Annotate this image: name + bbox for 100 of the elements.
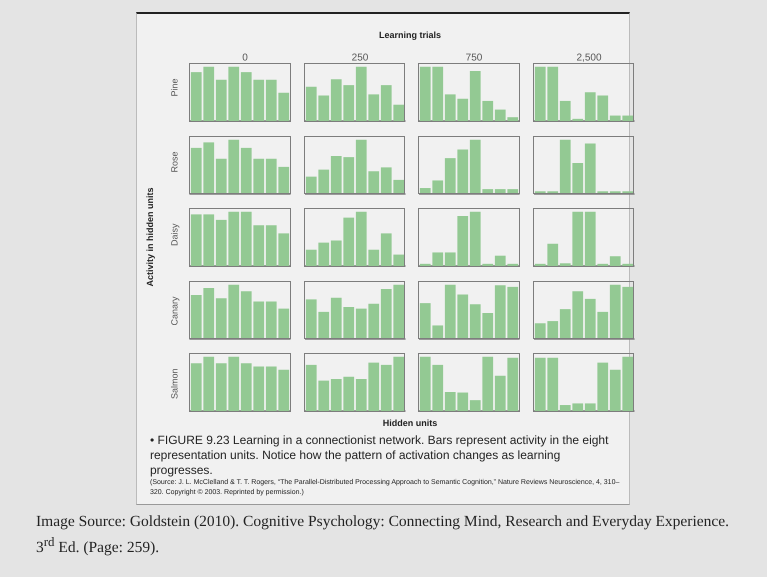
bar — [444, 158, 456, 194]
bar — [278, 92, 290, 121]
y-axis-title: Pine — [170, 78, 180, 97]
bar — [240, 147, 252, 194]
bar — [253, 80, 264, 121]
bar — [330, 378, 342, 411]
bar — [253, 158, 264, 194]
bar — [494, 376, 506, 411]
chart-title: 750 — [466, 52, 483, 64]
bar — [203, 214, 214, 266]
bar — [216, 220, 227, 266]
bar — [392, 179, 404, 194]
bar — [355, 378, 366, 411]
bar — [559, 405, 570, 411]
bar — [318, 169, 329, 194]
bar — [596, 311, 608, 338]
text: Activity in hidden units — [145, 186, 155, 289]
bar — [534, 66, 546, 121]
bar — [572, 403, 583, 411]
bar — [190, 147, 202, 194]
bar — [420, 356, 431, 411]
bar — [253, 225, 264, 266]
bar — [368, 170, 379, 194]
bar — [368, 303, 379, 338]
bar — [584, 92, 596, 121]
bar — [432, 180, 444, 194]
bar — [609, 116, 620, 121]
chart-title: 2,500 — [576, 52, 602, 64]
bar — [392, 284, 404, 338]
bar — [266, 366, 277, 411]
chart-title: 0 — [242, 52, 248, 64]
bar — [596, 362, 608, 411]
bar — [253, 366, 264, 411]
bar — [318, 95, 329, 121]
bar — [380, 364, 392, 411]
bar — [507, 358, 518, 411]
bar — [342, 306, 354, 338]
bar — [546, 320, 558, 338]
bar — [559, 139, 570, 194]
bar — [216, 363, 227, 411]
bar — [534, 358, 546, 411]
text: • FIGURE 9.23 Learning in a connectionist network. Bars represent activity in the eight representation units. Notice how the pattern of activation changes as learning progresses. — [150, 433, 610, 478]
bar — [546, 244, 558, 266]
bar — [240, 212, 252, 266]
y-axis-title: Rose — [170, 150, 180, 172]
bar — [609, 256, 620, 266]
bar — [355, 212, 366, 266]
bar — [318, 242, 329, 266]
bar — [444, 284, 456, 338]
bar — [318, 380, 329, 411]
bar — [228, 66, 240, 121]
text: Learning trials — [378, 30, 442, 40]
text: Hidden units — [382, 418, 438, 428]
bar — [482, 356, 494, 411]
bar — [228, 284, 240, 338]
bar — [392, 254, 404, 266]
bar — [559, 308, 570, 338]
bar — [278, 370, 290, 411]
bar — [240, 363, 252, 411]
bar — [622, 356, 633, 411]
bar — [457, 148, 468, 194]
bar — [470, 212, 481, 266]
bar — [228, 356, 240, 411]
bar — [572, 162, 583, 194]
bar — [278, 166, 290, 194]
bar — [432, 66, 444, 121]
y-axis-title: Daisy — [170, 223, 180, 246]
bar — [355, 308, 366, 338]
bar — [240, 72, 252, 121]
bar — [266, 225, 277, 266]
bar — [596, 95, 608, 121]
bar — [355, 66, 366, 121]
bar — [266, 158, 277, 194]
bar — [470, 400, 481, 411]
bar — [444, 252, 456, 266]
bar — [546, 358, 558, 411]
bar — [622, 286, 633, 338]
bar — [342, 218, 354, 266]
bar — [266, 301, 277, 338]
bar — [368, 94, 379, 121]
bar — [457, 216, 468, 266]
bar — [482, 312, 494, 338]
bar — [584, 403, 596, 411]
bar — [494, 256, 506, 266]
bar — [444, 94, 456, 121]
bar — [330, 79, 342, 121]
bar — [305, 250, 316, 266]
bar — [355, 139, 366, 194]
chart-title: 250 — [351, 52, 368, 64]
bar — [507, 286, 518, 338]
bar — [216, 158, 227, 194]
bar — [278, 233, 290, 266]
bar — [559, 100, 570, 121]
bar — [457, 294, 468, 338]
bar — [380, 166, 392, 194]
bar — [609, 370, 620, 411]
bar — [584, 212, 596, 266]
bar — [203, 66, 214, 121]
bar — [380, 233, 392, 266]
bar — [330, 156, 342, 194]
